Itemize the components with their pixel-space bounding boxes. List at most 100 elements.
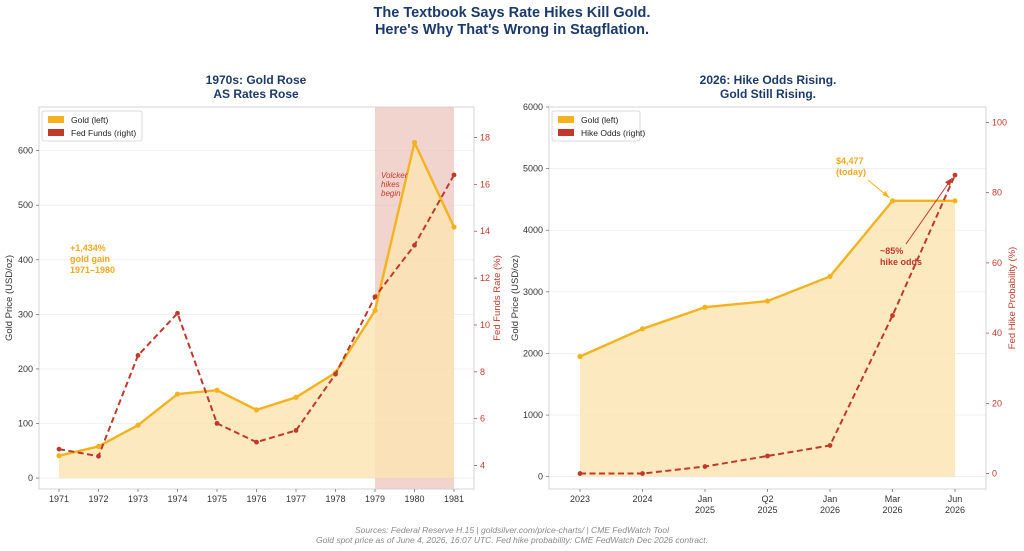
chart-1970s-x-tick-label: 1975	[207, 494, 227, 504]
chart-2026-y-tick-label: 6000	[523, 102, 543, 112]
chart-2026-right-tick-label: 20	[992, 398, 1002, 408]
chart-1970s-legend-swatch-gold	[48, 116, 64, 123]
chart-2026-right-tick-label: 60	[992, 258, 1002, 268]
chart-1970s-right-tick-label: 12	[480, 273, 490, 283]
chart-1970s-gold-point	[174, 391, 181, 397]
chart-1970s-rate-point	[135, 353, 141, 358]
chart-1970s-x-tick-label: 1979	[365, 494, 385, 504]
hike-odds-annotation-line: hike odds	[880, 257, 922, 267]
chart-1970s-x-tick-label: 1977	[286, 494, 306, 504]
chart-1970s-gold-point	[56, 453, 62, 459]
chart-1970s-x-tick-label: 1981	[444, 494, 464, 504]
gold-gain-annotation-line: +1,434%	[70, 243, 106, 253]
volcker-label-line: begin	[381, 189, 401, 198]
source-line-1: Sources: Federal Reserve H.15 | goldsilv…	[355, 525, 670, 535]
chart-2026-right-tick-label: 40	[992, 328, 1002, 338]
chart-2026-y-tick-label: 4000	[523, 225, 543, 235]
chart-2026-gold-point	[702, 304, 708, 310]
chart-1970s-rate-point	[175, 310, 180, 316]
chart-1970s: 1970s: Gold Rose AS Rates Rose Gold Pric…	[4, 73, 503, 504]
chart-2026-x-tick-label: 2023	[570, 494, 590, 504]
chart-1970s-gold-point	[451, 224, 457, 230]
chart-1970s-x-tick-label: 1973	[128, 494, 148, 504]
chart-1970s-x-tick-label: 1978	[325, 494, 345, 504]
chart-1970s-title-line-2: AS Rates Rose	[213, 87, 299, 101]
chart-1970s-right-tick-label: 16	[480, 179, 490, 189]
chart-1970s-y-tick-label: 100	[18, 419, 33, 429]
chart-1970s-rate-point	[412, 242, 417, 248]
chart-2026-x-tick-label: 2024	[632, 494, 652, 504]
chart-1970s-gold-point	[214, 387, 220, 393]
gold-today-annotation-line: $4,477	[836, 156, 864, 166]
chart-1970s-rate-point	[372, 294, 378, 300]
chart-2026-right-axis-label: Fed Hike Probability (%)	[1007, 247, 1018, 349]
chart-1970s-y-tick-label: 200	[18, 364, 33, 374]
chart-2026-legend-label-gold: Gold (left)	[581, 115, 618, 125]
chart-1970s-title-line-1: 1970s: Gold Rose	[206, 73, 307, 87]
chart-2026-x-tick-label: Jan	[823, 494, 838, 504]
volcker-label-line: Volcker	[381, 171, 408, 180]
chart-2026-x-tick-label: 2025	[757, 505, 777, 515]
chart-2026-gold-point	[952, 198, 958, 204]
chart-1970s-gold-point	[95, 443, 102, 450]
chart-2026-rate-point	[890, 313, 895, 318]
chart-1970s-x-tick-label: 1974	[167, 494, 187, 504]
chart-2026-y-axis-label: Gold Price (USD/oz)	[510, 255, 521, 341]
chart-2026-x-tick-label: 2026	[945, 505, 965, 515]
chart-1970s-y-tick-label: 0	[28, 473, 33, 483]
chart-1970s-rate-point	[56, 446, 62, 452]
figure-title-line-1: The Textbook Says Rate Hikes Kill Gold.	[374, 5, 651, 21]
chart-1970s-rate-point	[214, 420, 220, 426]
chart-2026-gold-point	[639, 326, 646, 332]
chart-1970s-rate-point	[254, 439, 259, 445]
chart-1970s-legend-swatch-rate	[48, 129, 64, 136]
chart-2026-rate-point	[577, 471, 583, 476]
chart-2026-x-tick-label: Jan	[698, 494, 713, 504]
chart-1970s-right-tick-label: 4	[480, 461, 485, 471]
gold-gain-annotation-line: gold gain	[70, 254, 110, 264]
chart-2026-x-tick-label: 2025	[695, 505, 715, 515]
chart-2026-gold-point	[889, 198, 896, 204]
chart-1970s-right-axis-label: Fed Funds Rate (%)	[492, 255, 503, 341]
chart-2026-legend-swatch-rate	[558, 129, 574, 136]
chart-1970s-right-tick-label: 18	[480, 132, 490, 142]
chart-2026-title-line-2: Gold Still Rising.	[720, 87, 816, 101]
chart-2026-right-tick-label: 100	[992, 117, 1007, 127]
hike-odds-annotation-line: ~85%	[880, 246, 903, 256]
hike-odds-arrowhead	[945, 178, 952, 187]
chart-2026-x-tick-label: Q2	[761, 494, 773, 504]
chart-2026-x-tick-label: 2026	[820, 505, 840, 515]
chart-2026-y-tick-label: 1000	[523, 410, 543, 420]
chart-1970s-y-axis-label: Gold Price (USD/oz)	[4, 255, 15, 341]
chart-1970s-x-tick-label: 1980	[404, 494, 424, 504]
chart-2026-right-tick-label: 80	[992, 188, 1002, 198]
chart-1970s-rate-point	[96, 453, 101, 459]
chart-1970s-x-tick-label: 1976	[246, 494, 266, 504]
chart-1970s-y-tick-label: 400	[18, 255, 33, 265]
chart-2026-x-tick-label: Jun	[948, 494, 963, 504]
source-line-2: Gold spot price as of June 4, 2026, 16:0…	[316, 535, 708, 545]
chart-1970s-legend-label-rate: Fed Funds (right)	[71, 128, 136, 138]
chart-2026-rate-point	[765, 453, 770, 459]
chart-2026: 2026: Hike Odds Rising. Gold Still Risin…	[510, 73, 1018, 515]
chart-2026-gold-area	[580, 200, 955, 477]
gold-gain-annotation-line: 1971–1980	[70, 265, 115, 275]
chart-1970s-right-tick-label: 14	[480, 226, 490, 236]
chart-1970s-y-tick-label: 500	[18, 200, 33, 210]
chart-2026-x-tick-label: Mar	[885, 494, 901, 504]
chart-1970s-y-tick-label: 600	[18, 146, 33, 156]
chart-2026-gold-point	[764, 298, 771, 304]
chart-2026-rate-point	[640, 471, 645, 476]
gold-today-arrowhead	[882, 190, 890, 198]
chart-1970s-legend-label-gold: Gold (left)	[71, 115, 108, 125]
chart-1970s-rate-point	[333, 371, 338, 377]
hike-odds-arrow	[905, 177, 953, 245]
chart-2026-title-line-1: 2026: Hike Odds Rising.	[700, 73, 837, 87]
chart-2026-gold-point	[577, 353, 583, 360]
volcker-label-line: hikes	[381, 180, 400, 189]
chart-1970s-gold-point	[411, 139, 418, 146]
chart-1970s-y-tick-label: 300	[18, 309, 33, 319]
chart-2026-y-tick-label: 0	[538, 472, 543, 482]
figure-title-line-2: Here's Why That's Wrong in Stagflation.	[375, 22, 649, 38]
